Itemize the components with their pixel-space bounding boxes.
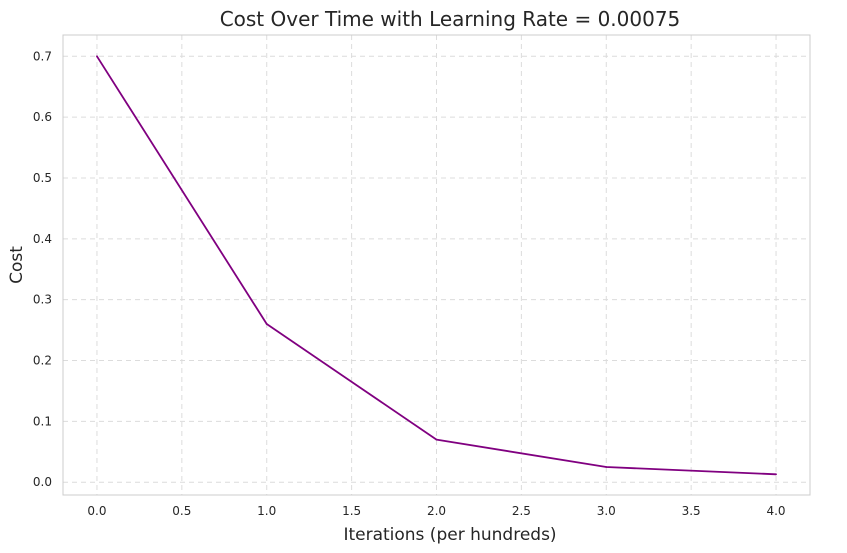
y-tick-label: 0.7 xyxy=(33,49,52,63)
y-tick-label: 0.6 xyxy=(33,110,52,124)
x-tick-label: 2.0 xyxy=(427,504,446,518)
y-axis-ticks: 0.0 0.1 0.2 0.3 0.4 0.5 0.6 0.7 xyxy=(33,49,52,489)
y-tick-label: 0.0 xyxy=(33,475,52,489)
x-tick-label: 0.5 xyxy=(172,504,191,518)
y-tick-label: 0.1 xyxy=(33,414,52,428)
x-tick-label: 1.0 xyxy=(257,504,276,518)
y-tick-label: 0.4 xyxy=(33,232,52,246)
x-tick-label: 3.0 xyxy=(597,504,616,518)
x-tick-label: 1.5 xyxy=(342,504,361,518)
y-tick-label: 0.2 xyxy=(33,354,52,368)
x-tick-label: 2.5 xyxy=(512,504,531,518)
x-axis-label: Iterations (per hundreds) xyxy=(343,525,556,545)
x-tick-label: 4.0 xyxy=(766,504,785,518)
data-point-3 xyxy=(605,466,608,468)
series-group xyxy=(96,55,777,476)
y-tick-label: 0.5 xyxy=(33,171,52,185)
data-point-0 xyxy=(96,55,98,58)
plot-frame xyxy=(62,34,811,496)
chart-title: Cost Over Time with Learning Rate = 0.00… xyxy=(220,7,681,31)
x-tick-label: 0.0 xyxy=(87,504,106,518)
x-tick-label: 3.5 xyxy=(682,504,701,518)
x-axis-ticks: 0.0 0.5 1.0 1.5 2.0 2.5 3.0 3.5 4.0 xyxy=(87,504,785,518)
grid xyxy=(63,35,810,495)
y-tick-label: 0.3 xyxy=(33,293,52,307)
data-point-1 xyxy=(265,323,268,325)
data-point-4 xyxy=(775,473,777,476)
y-axis-label: Cost xyxy=(7,246,27,284)
data-point-2 xyxy=(435,438,438,441)
